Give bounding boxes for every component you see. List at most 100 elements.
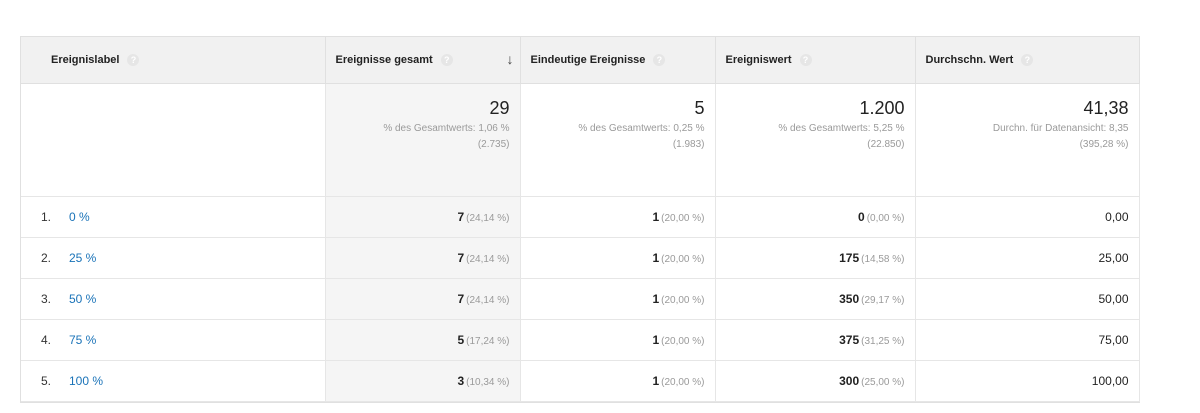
cell-value: 100,00 [1091, 374, 1129, 388]
event-label-link[interactable]: 100 % [69, 374, 104, 388]
table-row: 2. 25 % 7 (24,14 %) 1 (20,00 %) 175 (14,58 %… [21, 237, 1140, 279]
totals-label-cell [21, 83, 326, 197]
cell-value: 375 [839, 333, 860, 347]
cell-percent: (20,00 %) [661, 336, 705, 347]
col-header-label: Ereignisse gesamt [335, 53, 433, 66]
cell-value: 0 [858, 210, 865, 224]
cell-percent: (29,17 %) [861, 295, 905, 306]
event-label-link[interactable]: 0 % [69, 210, 90, 224]
totals-percent: % des Gesamtwerts: 0,25 % [578, 123, 705, 134]
cell-value: 75,00 [1098, 333, 1129, 347]
row-rank: 4. [41, 333, 52, 347]
row-rank: 1. [41, 210, 52, 224]
unique-events-cell: 1 (20,00 %) [520, 360, 716, 402]
totals-overall: (2.735) [477, 139, 510, 150]
cell-percent: (17,24 %) [466, 336, 510, 347]
cell-percent: (24,14 %) [466, 254, 510, 265]
header-row: Ereignislabel? Ereignisse gesamt? ↓ Einde… [21, 37, 1140, 84]
event-label-cell: 2. 25 % [21, 237, 326, 279]
event-label-cell: 1. 0 % [21, 196, 326, 238]
event-label-cell: 4. 75 % [21, 319, 326, 361]
event-label-link[interactable]: 50 % [69, 292, 97, 306]
totals-overall: (22.850) [867, 139, 905, 150]
totals-overall: (395,28 %) [1079, 139, 1129, 150]
event-label-link[interactable]: 25 % [69, 251, 97, 265]
cell-value: 350 [839, 292, 860, 306]
cell-value: 7 [457, 210, 465, 224]
col-header-avg-value[interactable]: Durchschn. Wert? [915, 37, 1140, 84]
event-value-cell: 0 (0,00 %) [715, 196, 916, 238]
cell-percent: (10,34 %) [466, 377, 510, 388]
event-value-cell: 350 (29,17 %) [715, 278, 916, 320]
col-header-label: Eindeutige Ereignisse [530, 53, 646, 66]
table-row: 5. 100 % 3 (10,34 %) 1 (20,00 %) 300 (25,00 … [21, 360, 1140, 402]
cell-value: 1 [652, 374, 660, 388]
cell-percent: (31,25 %) [861, 336, 905, 347]
totals-avg-value: 41,38 Durchn. für Datenansicht: 8,35 (395,… [915, 83, 1140, 197]
help-icon[interactable]: ? [440, 54, 453, 67]
total-events-cell: 5 (17,24 %) [325, 319, 521, 361]
row-rank: 5. [41, 374, 52, 388]
unique-events-cell: 1 (20,00 %) [520, 278, 716, 320]
cell-value: 1 [652, 333, 660, 347]
totals-overall: (1.983) [672, 139, 705, 150]
row-rank: 3. [41, 292, 52, 306]
cell-percent: (0,00 %) [866, 213, 905, 224]
col-header-event-label[interactable]: Ereignislabel? [21, 37, 326, 84]
col-header-total-events[interactable]: Ereignisse gesamt? ↓ [325, 37, 521, 84]
row-rank: 2. [41, 251, 52, 265]
unique-events-cell: 1 (20,00 %) [520, 319, 716, 361]
avg-value-cell: 0,00 [915, 196, 1140, 238]
help-icon[interactable]: ? [653, 54, 666, 67]
avg-value-cell: 75,00 [915, 319, 1140, 361]
totals-total-events: 29 % des Gesamtwerts: 1,06 % (2.735) [325, 83, 521, 197]
cell-value: 175 [839, 251, 860, 265]
total-events-cell: 7 (24,14 %) [325, 196, 521, 238]
unique-events-cell: 1 (20,00 %) [520, 237, 716, 279]
unique-events-cell: 1 (20,00 %) [520, 196, 716, 238]
totals-percent: % des Gesamtwerts: 5,25 % [778, 123, 905, 134]
cell-percent: (25,00 %) [861, 377, 905, 388]
event-value-cell: 375 (31,25 %) [715, 319, 916, 361]
cell-value: 1 [652, 210, 660, 224]
help-icon[interactable]: ? [127, 54, 140, 67]
cell-value: 50,00 [1098, 292, 1129, 306]
totals-percent: Durchn. für Datenansicht: 8,35 [992, 123, 1129, 134]
cell-percent: (24,14 %) [466, 295, 510, 306]
cell-value: 1 [652, 292, 660, 306]
cell-value: 7 [457, 292, 465, 306]
cell-value: 0,00 [1105, 210, 1129, 224]
sort-descending-icon[interactable]: ↓ [506, 51, 514, 67]
event-report-table: Ereignislabel? Ereignisse gesamt? ↓ Einde… [20, 36, 1140, 403]
event-value-cell: 300 (25,00 %) [715, 360, 916, 402]
col-header-unique-events[interactable]: Eindeutige Ereignisse? [520, 37, 716, 84]
cell-value: 5 [457, 333, 465, 347]
event-label-cell: 5. 100 % [21, 360, 326, 402]
avg-value-cell: 25,00 [915, 237, 1140, 279]
cell-value: 25,00 [1098, 251, 1129, 265]
cell-value: 1 [652, 251, 660, 265]
col-header-event-value[interactable]: Ereigniswert? [715, 37, 916, 84]
cell-value: 300 [839, 374, 860, 388]
cell-percent: (20,00 %) [661, 254, 705, 265]
help-icon[interactable]: ? [1021, 54, 1034, 67]
totals-value: 29 [489, 98, 510, 118]
col-header-label: Durchschn. Wert [925, 53, 1014, 66]
help-icon[interactable]: ? [799, 54, 812, 67]
cell-percent: (20,00 %) [661, 213, 705, 224]
totals-unique-events: 5 % des Gesamtwerts: 0,25 % (1.983) [520, 83, 716, 197]
avg-value-cell: 100,00 [915, 360, 1140, 402]
table-row: 4. 75 % 5 (17,24 %) 1 (20,00 %) 375 (31,25 %… [21, 319, 1140, 361]
event-label-link[interactable]: 75 % [69, 333, 97, 347]
table-row: 1. 0 % 7 (24,14 %) 1 (20,00 %) 0 (0,00 %) 0,… [21, 196, 1140, 238]
total-events-cell: 3 (10,34 %) [325, 360, 521, 402]
total-events-cell: 7 (24,14 %) [325, 278, 521, 320]
event-value-cell: 175 (14,58 %) [715, 237, 916, 279]
col-header-label: Ereigniswert [725, 53, 792, 66]
table-row: 3. 50 % 7 (24,14 %) 1 (20,00 %) 350 (29,17 %… [21, 278, 1140, 320]
totals-event-value: 1.200 % des Gesamtwerts: 5,25 % (22.850) [715, 83, 916, 197]
cell-percent: (14,58 %) [861, 254, 905, 265]
avg-value-cell: 50,00 [915, 278, 1140, 320]
cell-percent: (24,14 %) [466, 213, 510, 224]
totals-value: 41,38 [1083, 98, 1129, 118]
